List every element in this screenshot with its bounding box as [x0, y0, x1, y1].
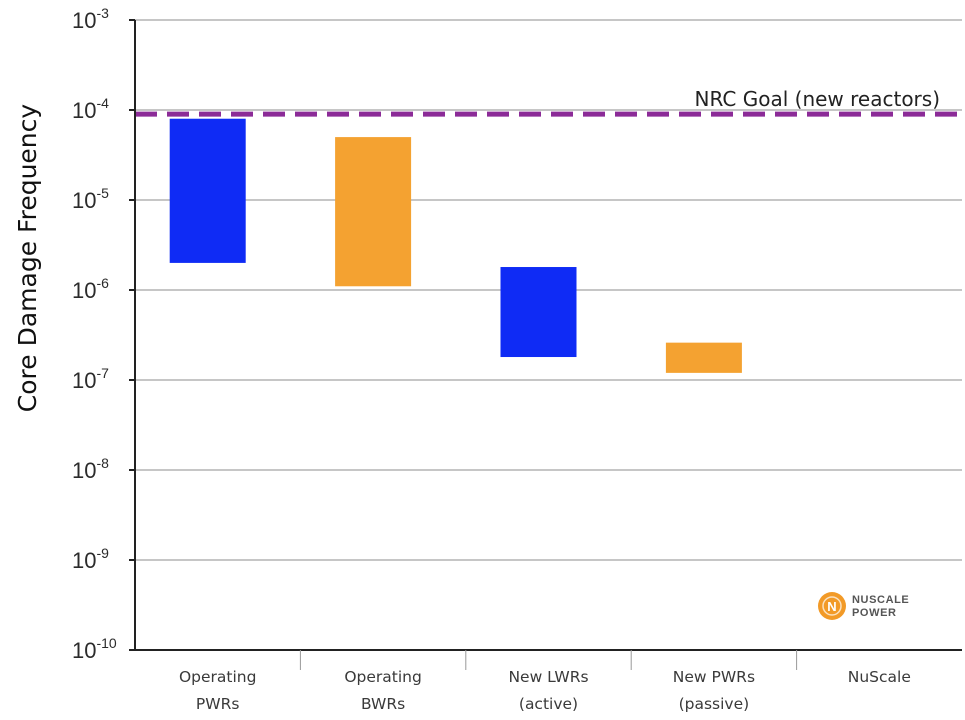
y-tick-labels: 10-3 10-4 10-5 10-6 10-7 10-8 10-9 10-10 [72, 5, 117, 663]
y-tick-exponent: -4 [96, 95, 109, 111]
grid-lines [129, 19, 962, 651]
logo-mark-inner-icon [822, 596, 842, 616]
y-tick-exponent: -8 [96, 455, 109, 471]
y-tick-label: 10-7 [72, 365, 109, 393]
y-tick-label: 10-4 [72, 95, 109, 123]
logo-mark-icon [818, 592, 846, 620]
y-tick-label: 10-6 [72, 275, 109, 303]
y-tick-exponent: -6 [96, 275, 109, 291]
x-category-label: Operating [344, 668, 422, 686]
x-category-label: New LWRs [508, 668, 588, 686]
nrc-goal-label: NRC Goal (new reactors) [695, 87, 940, 111]
range-bar [335, 137, 412, 287]
logo-mark-letter: N [827, 599, 836, 614]
axes [134, 20, 962, 670]
x-category-label: BWRs [361, 695, 405, 713]
logo-line1: NuScale [852, 594, 909, 606]
y-tick-label: 10-3 [72, 5, 109, 33]
y-tick-exponent: -7 [96, 365, 109, 381]
y-tick-label: 10-8 [72, 455, 109, 483]
y-tick-exponent: -10 [96, 635, 116, 651]
x-category-label: (passive) [679, 695, 750, 713]
range-bar [169, 118, 246, 263]
y-tick-exponent: -5 [96, 185, 109, 201]
x-category-label: Operating [179, 668, 257, 686]
y-axis-label: Core Damage Frequency [13, 104, 42, 413]
x-category-labels: Operating PWRs Operating BWRs New LWRs (activ… [179, 668, 911, 713]
x-category-label: NuScale [848, 668, 911, 686]
y-tick-label: 10-5 [72, 185, 109, 213]
x-category-label: PWRs [196, 695, 240, 713]
range-bars [169, 118, 742, 373]
logo-line2: Power [852, 607, 897, 619]
y-tick-label: 10-9 [72, 545, 109, 573]
range-bar [665, 342, 742, 373]
reference-line-group: NRC Goal (new reactors) [135, 87, 962, 117]
x-category-label: New PWRs [673, 668, 755, 686]
y-tick-exponent: -3 [96, 5, 109, 21]
range-bar [500, 267, 577, 358]
y-tick-label: 10-10 [72, 635, 117, 663]
y-tick-exponent: -9 [96, 545, 109, 561]
nuscale-power-logo: N NuScale Power [818, 592, 909, 620]
x-category-label: (active) [519, 695, 578, 713]
